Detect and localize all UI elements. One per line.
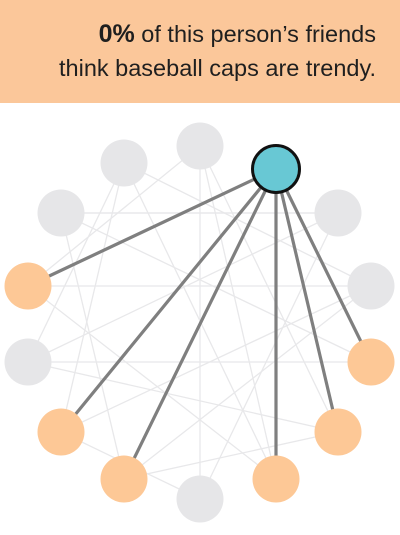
friend-network-diagram	[4, 122, 395, 523]
focal-person-node	[251, 144, 301, 194]
person-node-gray	[37, 189, 85, 237]
background-edge	[27, 212, 339, 363]
background-edge	[27, 145, 201, 287]
person-node-gray	[314, 189, 362, 237]
friend-node-orange	[347, 338, 395, 386]
background-edge	[27, 361, 339, 433]
friend-node-orange	[100, 455, 148, 503]
person-node-gray	[100, 139, 148, 187]
person-node-gray	[176, 122, 224, 170]
headline-line-2: think baseball caps are trendy.	[59, 55, 376, 81]
friend-node-orange	[314, 408, 362, 456]
focal-edge	[274, 167, 373, 364]
focal-edge	[274, 167, 340, 434]
friend-node-orange	[37, 408, 85, 456]
background-edge	[199, 212, 339, 500]
background-edge	[60, 212, 125, 480]
network-nodes	[4, 122, 395, 523]
focal-edge	[122, 167, 278, 481]
background-edge	[60, 212, 372, 363]
friend-node-orange	[252, 455, 300, 503]
headline-line-1-text: of this person’s friends	[134, 21, 376, 47]
person-node-gray	[347, 262, 395, 310]
focal-edge	[26, 167, 278, 288]
headline-line-1: 0% of this person’s friends	[0, 17, 376, 51]
background-edge	[27, 285, 277, 480]
background-edge	[123, 285, 372, 480]
focal-edges	[26, 167, 373, 481]
background-edge	[199, 145, 277, 480]
focal-edge	[59, 167, 278, 434]
background-edge	[60, 285, 372, 433]
person-node-gray	[176, 475, 224, 523]
background-edge	[60, 162, 125, 433]
friend-node-orange	[4, 262, 52, 310]
headline-banner: 0% of this person’s friends think baseba…	[0, 0, 400, 103]
percent-value: 0%	[98, 20, 135, 48]
background-edge	[123, 431, 339, 480]
person-node-gray	[4, 338, 52, 386]
